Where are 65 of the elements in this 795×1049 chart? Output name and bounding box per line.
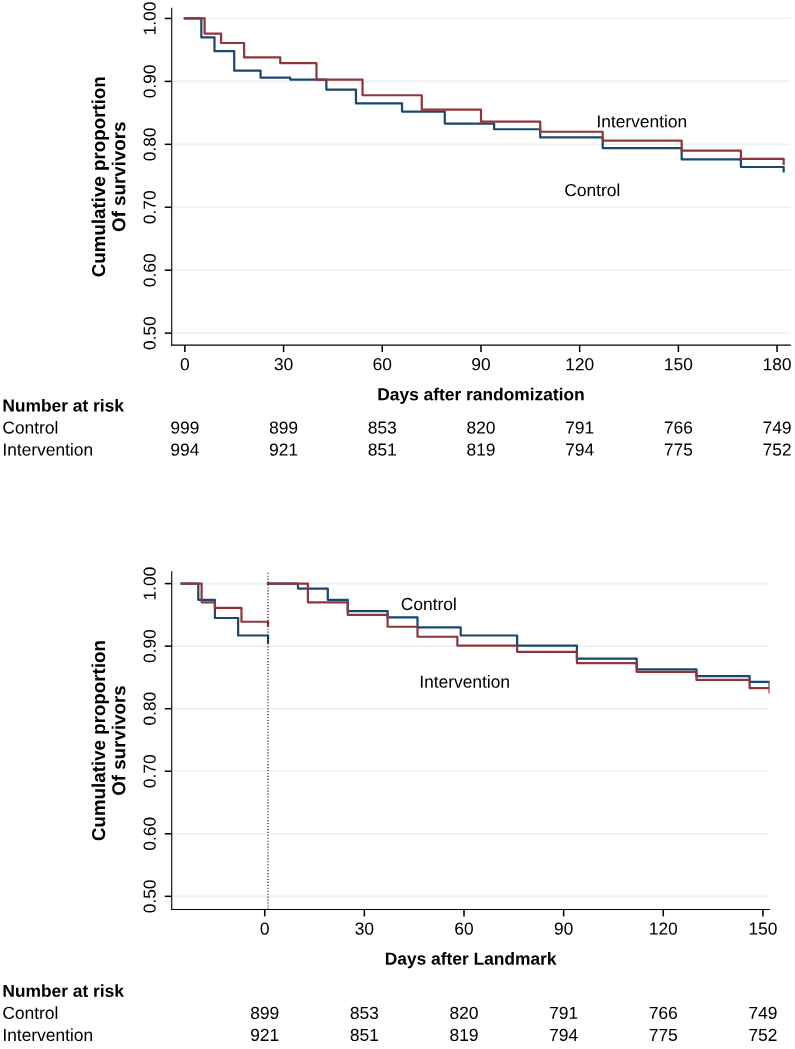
text: Control: [565, 183, 620, 197]
x-tick-label: 0: [260, 922, 269, 935]
text: Control: [3, 1006, 58, 1020]
text: 899: [269, 421, 298, 434]
text: 775: [664, 443, 693, 456]
x-tick-label: 120: [566, 358, 594, 371]
text: 794: [566, 443, 594, 456]
x-tick-label: 120: [650, 922, 678, 935]
series-label: Control: [401, 597, 456, 611]
text: 820: [450, 1006, 478, 1020]
text: 794: [550, 1028, 578, 1042]
y-tick-label: 0.90: [143, 65, 156, 98]
x-tick-label: 30: [355, 922, 374, 935]
text: Control: [3, 420, 58, 434]
y-tick-label: 0.80: [143, 128, 156, 161]
x-tick-label: 90: [472, 358, 490, 371]
text: 999: [171, 421, 199, 434]
text: 791: [566, 421, 594, 434]
x-axis-title: Days after Landmark: [385, 952, 557, 969]
text: 775: [649, 1028, 678, 1042]
x-axis-title: Days after randomization: [378, 387, 584, 404]
y-tick-label: 0.90: [143, 629, 156, 663]
text: 749: [749, 1006, 777, 1020]
text: 851: [368, 443, 396, 456]
y-tick-label: 0.70: [143, 755, 156, 788]
text: 749: [763, 421, 791, 434]
x-tick-label: 150: [665, 358, 693, 371]
text: 921: [251, 1028, 279, 1042]
text: 752: [763, 443, 791, 456]
y-tick-label: 0.60: [143, 254, 156, 287]
text: 820: [467, 421, 495, 434]
y-tick-label: 1.00: [143, 567, 156, 600]
text: 899: [250, 1006, 279, 1020]
text: 994: [171, 443, 199, 456]
series-label: Intervention: [598, 114, 687, 128]
text: 921: [269, 443, 298, 456]
y-tick-label: 0.50: [143, 880, 156, 913]
text: Intervention: [3, 1028, 92, 1042]
y-tick-label: 0.70: [143, 191, 156, 224]
y-tick-label: 0.80: [143, 692, 156, 725]
x-tick-label: 0: [180, 358, 190, 371]
text: 819: [450, 1028, 478, 1042]
text: 791: [550, 1006, 578, 1020]
y-tick-label: 0.50: [143, 316, 156, 350]
text: Number at risk: [3, 398, 124, 412]
x-tick-label: 150: [749, 922, 777, 935]
x-tick-label: 60: [373, 358, 392, 371]
text: Intervention: [3, 442, 92, 456]
y-axis-title: Cumulative proportion Of survivors: [91, 641, 126, 841]
text: 851: [350, 1028, 378, 1042]
series-label: Intervention: [420, 675, 509, 688]
y-tick-label: 1.00: [143, 2, 156, 35]
text: 853: [368, 421, 396, 434]
y-tick-label: 0.60: [143, 817, 156, 851]
x-tick-label: 90: [554, 922, 573, 935]
text: 752: [749, 1028, 777, 1042]
text: Number at risk: [3, 984, 124, 998]
text: 766: [664, 421, 693, 434]
text: 766: [649, 1006, 677, 1020]
text: 819: [467, 443, 495, 456]
y-axis-title: Cumulative proportion Of survivors: [91, 77, 126, 277]
text: 853: [350, 1006, 379, 1020]
x-tick-label: 60: [455, 922, 473, 935]
x-tick-label: 30: [274, 358, 293, 371]
x-tick-label: 180: [763, 358, 791, 371]
